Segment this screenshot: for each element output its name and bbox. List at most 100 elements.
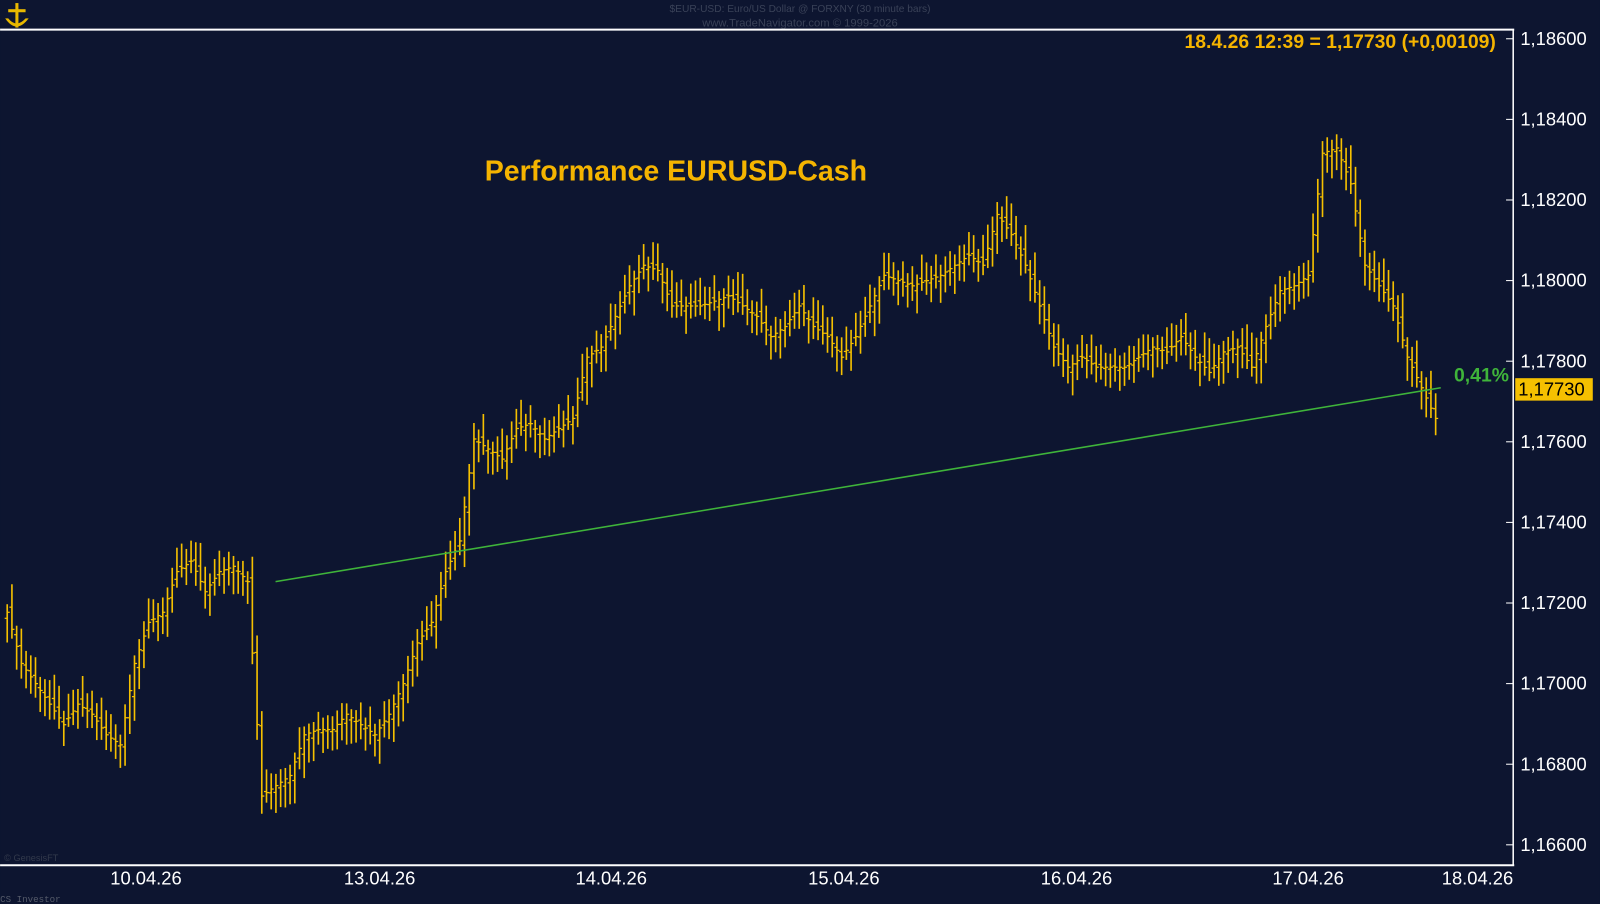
ohlc-bar <box>697 277 703 316</box>
ohlc-bar <box>32 657 39 698</box>
ohlc-bar <box>1202 332 1208 376</box>
ohlc-bar <box>235 561 241 594</box>
ohlc-bar <box>1400 293 1406 349</box>
ohlc-bar <box>721 288 727 328</box>
ohlc-bar <box>909 266 915 301</box>
ohlc-bar <box>961 244 967 282</box>
ohlc-bar <box>796 289 802 329</box>
ohlc-bar <box>905 273 911 308</box>
y-tick-label: 1,18000 <box>1520 270 1586 291</box>
ohlc-bar <box>952 254 958 294</box>
ohlc-bar <box>306 723 312 763</box>
ohlc-bar <box>150 599 156 633</box>
ohlc-bar <box>447 540 453 580</box>
ohlc-bar <box>942 256 948 293</box>
ohlc-bar <box>131 655 138 721</box>
ohlc-bar <box>1367 252 1373 291</box>
ohlc-bar <box>56 685 62 729</box>
ohlc-bar <box>834 336 840 372</box>
ohlc-bar <box>1013 215 1019 260</box>
ohlc-bar <box>1277 276 1283 322</box>
ohlc-bar <box>301 726 307 779</box>
ohlc-bar <box>994 202 1000 254</box>
x-tick-label: 17.04.26 <box>1272 868 1343 889</box>
ohlc-bar <box>890 262 897 296</box>
ohlc-bar <box>65 693 72 727</box>
ohlc-bar <box>1286 270 1293 305</box>
ohlc-bar <box>311 721 317 762</box>
ohlc-bar <box>490 441 496 475</box>
ohlc-bar <box>414 629 420 677</box>
ohlc-bar <box>626 265 633 305</box>
ohlc-bar <box>292 752 298 804</box>
ohlc-bar <box>1112 348 1118 382</box>
ohlc-bar <box>815 300 821 341</box>
ohlc-bar <box>1032 252 1038 303</box>
ohlc-bar <box>749 300 755 334</box>
ohlc-bar <box>1037 280 1043 325</box>
ohlc-bar <box>1117 355 1123 391</box>
ohlc-bar <box>608 303 614 341</box>
ohlc-bar <box>872 287 878 337</box>
ohlc-bar <box>1103 352 1109 387</box>
ohlc-bar <box>1310 213 1316 283</box>
ohlc-bar <box>428 601 435 637</box>
ohlc-bar <box>664 267 670 312</box>
ohlc-bar <box>711 275 717 311</box>
ohlc-bar <box>754 301 760 336</box>
ohlc-bar <box>377 719 383 764</box>
ohlc-bar <box>348 709 354 744</box>
ohlc-bar <box>103 710 109 751</box>
ohlc-bar <box>1301 262 1307 299</box>
ohlc-bar <box>867 284 873 324</box>
x-tick-label: 10.04.26 <box>110 868 181 889</box>
ohlc-bar <box>716 291 722 331</box>
ohlc-bars <box>4 134 1439 814</box>
ohlc-bar <box>202 566 208 609</box>
ohlc-bar <box>94 703 100 741</box>
ohlc-bar <box>839 337 845 376</box>
ohlc-bar <box>593 330 600 364</box>
ohlc-bar <box>480 413 486 455</box>
ohlc-bar <box>325 715 331 749</box>
ohlc-bar <box>928 265 934 303</box>
y-tick-label: 1,18400 <box>1520 108 1586 129</box>
ohlc-bar <box>207 573 213 616</box>
ohlc-bar <box>820 305 826 345</box>
x-tick-label: 16.04.26 <box>1041 868 1112 889</box>
brand-label: CS Investor <box>0 894 61 904</box>
ohlc-bar <box>565 395 571 430</box>
ohlc-bar <box>980 234 986 276</box>
ohlc-bar <box>1169 323 1175 356</box>
ohlc-bar <box>240 560 246 596</box>
ohlc-bar <box>688 283 694 319</box>
x-tick-label: 14.04.26 <box>576 868 647 889</box>
ohlc-bar <box>1079 334 1085 368</box>
y-tick-label: 1,17000 <box>1520 673 1586 694</box>
ohlc-bar <box>372 723 378 757</box>
ohlc-bar <box>532 419 538 453</box>
ohlc-bar <box>1093 346 1099 383</box>
y-tick-label: 1,17400 <box>1520 512 1586 533</box>
ohlc-bar <box>1164 327 1170 365</box>
ohlc-bar <box>438 571 444 621</box>
ohlc-bar <box>1107 353 1113 388</box>
ohlc-bar <box>188 540 194 574</box>
ohlc-bar <box>80 676 86 717</box>
ohlc-bar <box>763 305 769 346</box>
ohlc-bar <box>1376 262 1382 302</box>
ohlc-bar <box>334 710 340 750</box>
ohlc-bar <box>358 702 364 740</box>
ohlc-bar <box>320 717 326 753</box>
ohlc-bar <box>1329 139 1335 179</box>
symbol-description: $EUR-USD: Euro/US Dollar @ FORXNY (30 mi… <box>670 4 931 15</box>
ohlc-bar <box>1187 332 1194 370</box>
ohlc-bar <box>730 279 736 316</box>
x-tick-label: 13.04.26 <box>344 868 415 889</box>
ohlc-bar <box>226 551 232 586</box>
ohlc-bar <box>315 711 321 745</box>
ohlc-bar <box>117 734 123 768</box>
ohlc-bar <box>1183 313 1189 356</box>
ohlc-bar <box>1173 324 1179 362</box>
ohlc-bar <box>183 548 189 586</box>
